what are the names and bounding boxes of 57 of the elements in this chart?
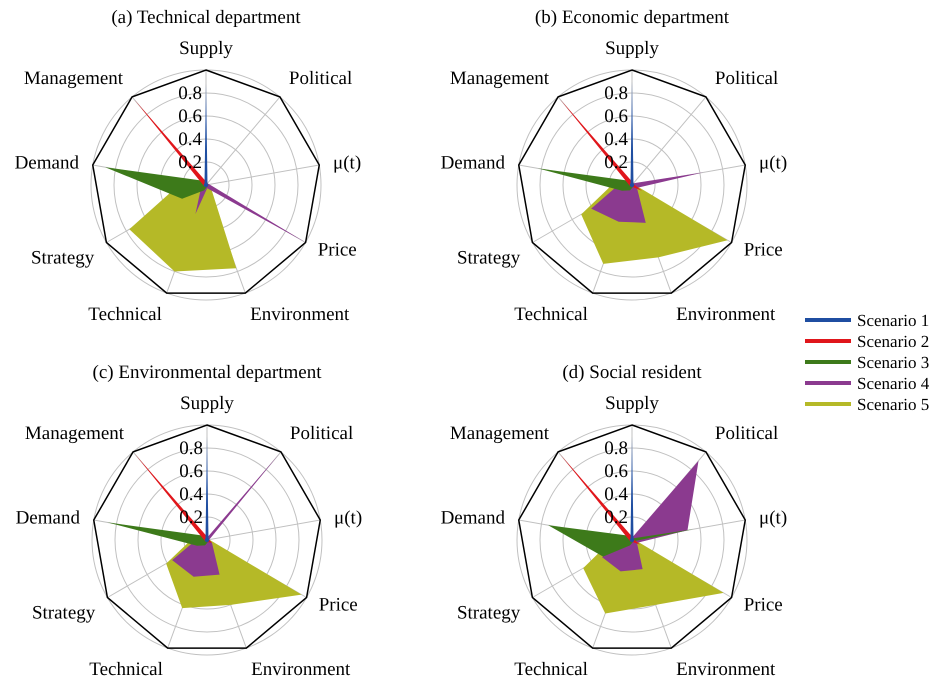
y-tick-label: 0.4: [604, 484, 628, 505]
spoke-label: Demand: [14, 152, 80, 174]
spoke-label: Management: [450, 68, 550, 90]
spoke-label: Political: [714, 68, 778, 90]
spoke-label: Price: [744, 594, 783, 616]
spoke-label: Political: [714, 423, 778, 444]
spoke-label: Strategy: [32, 602, 96, 624]
y-tick-label: 0.4: [178, 129, 202, 150]
y-tick-label: 0.6: [179, 461, 203, 482]
legend-label: Scenario 5: [857, 395, 930, 414]
legend-label: Scenario 2: [857, 332, 930, 351]
spoke-label: Technical: [88, 304, 162, 326]
spoke-label: Technical: [514, 659, 588, 680]
spoke-label: Environment: [676, 659, 776, 680]
spoke-label: Supply: [179, 38, 234, 59]
y-tick-label: 0.8: [604, 438, 628, 459]
spoke-label: Price: [318, 594, 358, 616]
spoke-label: Management: [450, 423, 550, 444]
spoke-label: Demand: [440, 508, 506, 529]
y-tick-label: 0.8: [178, 83, 202, 104]
legend-label: Scenario 1: [857, 311, 930, 330]
spoke-label: Supply: [605, 38, 660, 59]
spoke-label: Environment: [676, 304, 776, 326]
legend-label: Scenario 3: [857, 353, 930, 372]
spoke-label: Management: [24, 423, 125, 444]
spoke-label: Demand: [440, 152, 506, 174]
y-tick-label: 0.4: [179, 484, 204, 505]
spoke-label: μ(t): [333, 152, 362, 174]
spoke-label: μ(t): [759, 152, 788, 174]
legend-label: Scenario 4: [857, 374, 930, 393]
spoke-label: Supply: [180, 393, 234, 414]
y-tick-label: 0.8: [604, 83, 628, 104]
y-tick-label: 0.4: [604, 129, 628, 150]
spoke-label: Price: [744, 240, 783, 260]
spoke-label: Technical: [89, 659, 163, 680]
y-tick-label: 0.6: [604, 106, 628, 127]
spoke-label: Strategy: [456, 602, 521, 624]
spoke-label: Strategy: [30, 248, 95, 268]
chart-title: (a) Technical department: [111, 7, 302, 28]
spoke-label: μ(t): [759, 508, 788, 529]
spoke-label: Environment: [250, 304, 350, 326]
spoke-label: Political: [290, 423, 354, 444]
spoke-label: Environment: [251, 659, 352, 680]
spoke-label: Price: [318, 240, 357, 260]
spoke-label: Strategy: [456, 248, 521, 268]
chart-title: (b) Economic department: [534, 7, 730, 28]
spoke-label: μ(t): [334, 508, 362, 529]
y-tick-label: 0.6: [604, 461, 628, 482]
spoke-label: Management: [24, 68, 124, 90]
spoke-label: Supply: [605, 393, 660, 414]
spoke-label: Political: [288, 68, 352, 90]
spoke-label: Technical: [514, 304, 588, 326]
y-tick-label: 0.6: [178, 106, 202, 127]
chart-title: (c) Environmental department: [92, 362, 322, 383]
y-tick-label: 0.8: [179, 438, 203, 459]
chart-title: (d) Social resident: [562, 362, 702, 383]
spoke-label: Demand: [16, 508, 80, 529]
